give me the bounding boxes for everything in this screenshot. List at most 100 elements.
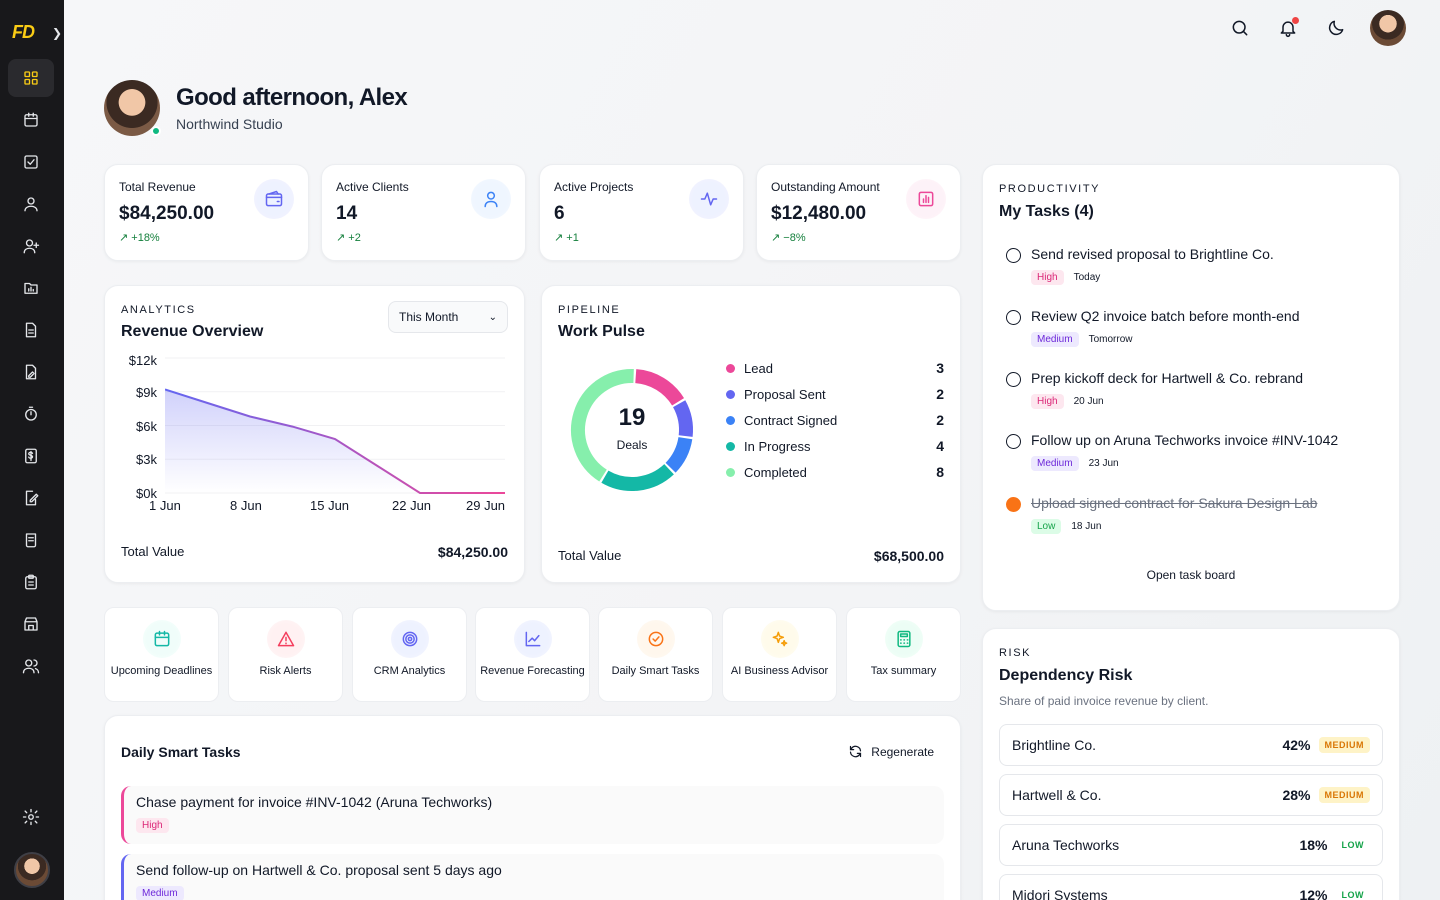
settings-icon [22,808,40,826]
quick-action-daily-smart-tasks[interactable]: Daily Smart Tasks [598,607,713,702]
tasks-title: My Tasks (4) [999,203,1094,220]
quick-action-label: CRM Analytics [373,665,446,677]
risk-eyebrow: RISK [999,647,1032,659]
user-icon [24,197,38,212]
quick-action-crm-analytics[interactable]: CRM Analytics [352,607,467,702]
regenerate-button[interactable]: Regenerate [848,744,934,759]
risk-level-badge: LOW [1341,890,1364,900]
dependency-risk-card: RISK Dependency Risk Share of paid invoi… [982,628,1400,900]
search-button[interactable] [1226,10,1254,46]
y-tick: $12k [128,353,157,368]
notifications-button[interactable] [1274,10,1302,46]
risk-row[interactable]: Brightline Co. 42% MEDIUM [999,724,1383,766]
risk-row[interactable]: Midori Systems 12% LOW [999,874,1383,900]
total-value: $68,500.00 [873,548,944,564]
quick-action-risk-alerts[interactable]: Risk Alerts [228,607,343,702]
sparkles-icon [761,620,799,658]
sidebar-user-avatar[interactable] [14,852,50,888]
revenue-eyebrow: ANALYTICS [121,304,196,316]
sidebar-item-receipts[interactable] [8,521,54,559]
risk-client: Midori Systems [1012,887,1108,900]
donut-segment-in-progress[interactable] [601,463,674,491]
sidebar-item-settings[interactable] [8,798,54,836]
revenue-title: Revenue Overview [121,323,264,340]
app-logo[interactable]: FD [12,22,35,42]
legend-item: Lead 3 [726,358,944,378]
stat-card-active-clients[interactable]: Active Clients 14 ↗ +2 [321,164,526,261]
sidebar-item-timer[interactable] [8,395,54,433]
donut-center-value: 19 [618,404,646,431]
quick-action-upcoming-deadlines[interactable]: Upcoming Deadlines [104,607,219,702]
donut-segment-proposal-sent[interactable] [672,400,693,437]
file-edit-icon [25,364,37,380]
sidebar-item-invoices[interactable] [8,437,54,475]
x-tick: 22 Jun [392,498,432,513]
tasks-eyebrow: PRODUCTIVITY [999,183,1101,195]
sidebar-item-projects[interactable] [8,269,54,307]
user-avatar[interactable] [1370,10,1406,46]
stat-label: Active Projects [554,180,634,194]
donut-segment-contract-signed[interactable] [665,436,693,473]
sidebar-item-add-client[interactable] [8,227,54,265]
revenue-area-fill [165,389,505,493]
timer-icon [25,406,37,421]
legend-count: 4 [936,438,944,454]
activity-icon [689,179,729,219]
stat-card-active-projects[interactable]: Active Projects 6 ↗ +1 [539,164,744,261]
sidebar-item-documents[interactable] [8,311,54,349]
stat-card-total-revenue[interactable]: Total Revenue $84,250.00 ↗ +18% [104,164,309,261]
expand-sidebar-icon[interactable]: ❯ [52,26,63,40]
task-checkbox[interactable] [1006,434,1021,449]
risk-client: Brightline Co. [1012,737,1097,753]
priority-badge: Low [1031,519,1062,534]
risk-row[interactable]: Hartwell & Co. 28% MEDIUM [999,774,1383,816]
sidebar-item-calendar[interactable] [8,101,54,139]
stat-value: 6 [554,203,565,224]
x-tick: 1 Jun [149,498,181,513]
donut-segment-completed[interactable] [571,369,634,482]
sidebar-item-reports[interactable] [8,563,54,601]
task-title: Follow up on Aruna Techworks invoice #IN… [1031,432,1339,448]
sidebar-item-tasks[interactable] [8,143,54,181]
calculator-icon [885,620,923,658]
risk-client: Hartwell & Co. [1012,787,1102,803]
risk-row[interactable]: Aruna Techworks 18% LOW [999,824,1383,866]
sidebar-item-proposals[interactable] [8,479,54,517]
task-checkbox[interactable] [1006,372,1021,387]
task-checkbox[interactable] [1006,310,1021,325]
sidebar-item-store[interactable] [8,605,54,643]
task-checkbox-checked[interactable] [1006,497,1021,512]
task-checkbox[interactable] [1006,248,1021,263]
sidebar-item-contracts[interactable] [8,353,54,391]
bar-chart-icon [906,179,946,219]
stat-value: $12,480.00 [771,203,867,224]
sidebar-item-team[interactable] [8,647,54,685]
quick-action-label: Upcoming Deadlines [110,665,213,677]
legend-item: Completed 8 [726,462,944,482]
online-status-dot [151,126,161,136]
calendar-icon [24,112,38,127]
task-due: 20 Jun [1073,396,1104,407]
theme-toggle-button[interactable] [1322,10,1350,46]
sidebar-item-profile[interactable] [8,185,54,223]
smart-task-item[interactable]: Send follow-up on Hartwell & Co. proposa… [121,854,944,900]
smart-task-text: Chase payment for invoice #INV-1042 (Aru… [136,794,493,810]
task-due: Today [1073,272,1101,283]
stat-card-outstanding-amount[interactable]: Outstanding Amount $12,480.00 ↗ −8% [756,164,961,261]
stat-label: Active Clients [336,180,409,194]
open-task-board-link[interactable]: Open task board [1146,568,1236,582]
greeting-avatar [104,80,160,136]
sidebar-item-dashboard[interactable] [8,59,54,97]
period-select[interactable]: This Month ⌄ [388,301,508,333]
legend-label: Lead [744,360,773,376]
quick-action-label: Revenue Forecasting [480,665,585,677]
quick-action-ai-business-advisor[interactable]: AI Business Advisor [722,607,837,702]
y-tick: $3k [136,452,157,467]
donut-segment-lead[interactable] [634,369,685,406]
quick-action-revenue-forecasting[interactable]: Revenue Forecasting [475,607,590,702]
folder-chart-icon [24,282,38,294]
greeting-title: Good afternoon, Alex [176,84,408,111]
legend-item: In Progress 4 [726,436,944,456]
smart-task-item[interactable]: Chase payment for invoice #INV-1042 (Aru… [121,786,944,844]
quick-action-tax-summary[interactable]: Tax summary [846,607,961,702]
